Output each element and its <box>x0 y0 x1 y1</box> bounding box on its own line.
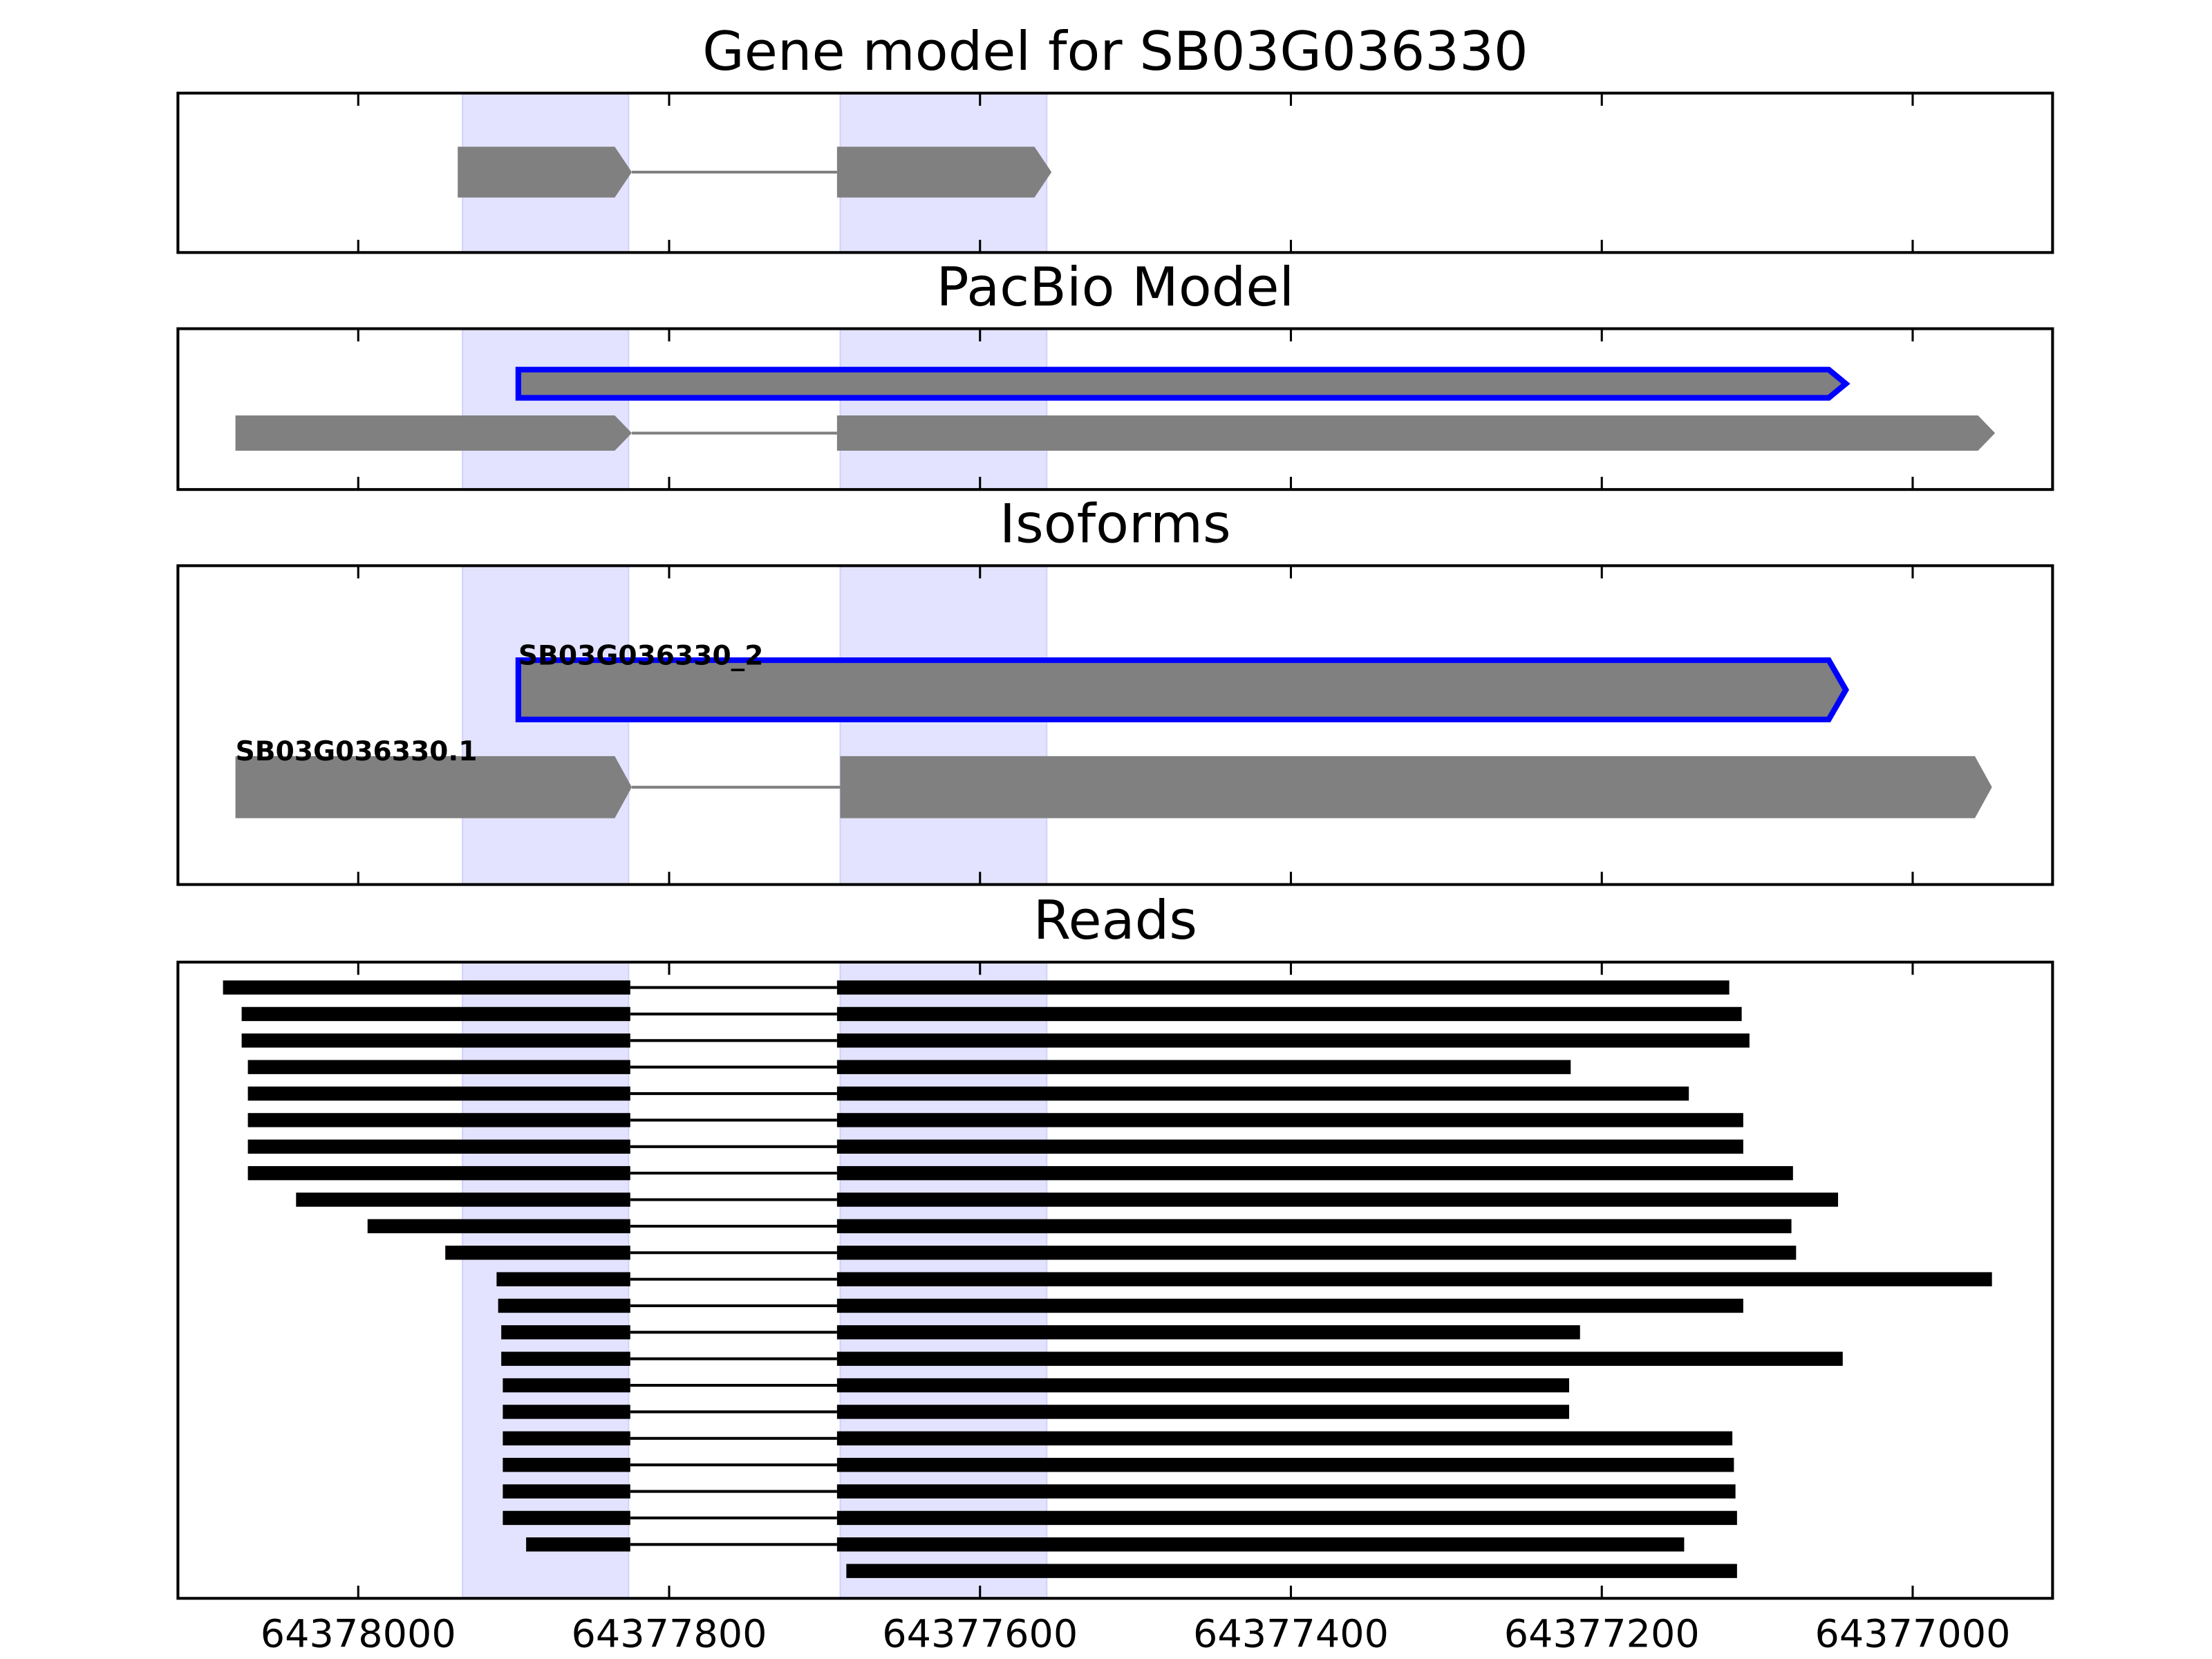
exon-block <box>235 415 632 451</box>
read-block <box>836 980 1730 995</box>
panel-frame <box>176 564 2054 886</box>
read-block <box>501 1351 630 1366</box>
read-block <box>836 1006 1742 1022</box>
exon-shade <box>839 328 1048 491</box>
read-block <box>846 1564 1737 1578</box>
read-block <box>503 1378 630 1393</box>
read-block <box>836 1405 1570 1419</box>
x-tick-label: 64377400 <box>1193 1613 1389 1657</box>
read-block <box>836 1219 1792 1234</box>
x-tick-label: 64377600 <box>882 1613 1078 1657</box>
read-block <box>836 1378 1570 1393</box>
exon-block <box>840 756 1992 818</box>
x-tick-label: 64377200 <box>1504 1613 1700 1657</box>
panel-frame <box>176 327 2054 491</box>
panel-title: Gene model for SB03G036330 <box>702 21 1528 83</box>
read-block <box>836 1113 1743 1127</box>
panel-frame <box>176 960 2054 1600</box>
read-block <box>503 1431 630 1446</box>
panel-title: Isoforms <box>1000 494 1231 556</box>
read-block <box>296 1192 630 1207</box>
read-block <box>836 1325 1580 1340</box>
read-block <box>241 1006 630 1022</box>
read-block <box>836 1537 1685 1552</box>
read-block <box>836 1086 1689 1101</box>
panel-title: Reads <box>1033 890 1197 952</box>
read-block <box>836 1457 1734 1472</box>
exon-shade <box>839 565 1048 885</box>
exon-block <box>235 756 632 818</box>
read-block <box>247 1113 630 1127</box>
read-block <box>247 1086 630 1101</box>
read-block <box>501 1325 630 1340</box>
read-block <box>836 1298 1743 1313</box>
read-block <box>241 1033 630 1048</box>
isoform-label: SB03G036330.1 <box>236 736 478 767</box>
read-block <box>503 1405 630 1419</box>
exon-block <box>458 147 632 198</box>
read-block <box>836 1351 1843 1366</box>
read-block <box>836 1484 1736 1499</box>
read-block <box>526 1537 630 1552</box>
x-tick-label: 64377800 <box>572 1613 767 1657</box>
read-block <box>836 1246 1797 1260</box>
exon-block <box>515 657 1850 722</box>
read-block <box>836 1431 1733 1446</box>
read-block <box>836 1060 1571 1074</box>
exon-shade <box>461 565 630 885</box>
read-block <box>445 1246 630 1260</box>
read-block <box>247 1139 630 1154</box>
read-block <box>503 1510 630 1526</box>
read-block <box>498 1298 630 1313</box>
read-block <box>247 1165 630 1181</box>
read-block <box>836 1510 1737 1526</box>
read-block <box>836 1165 1793 1181</box>
exon-block <box>515 366 1850 401</box>
read-block <box>503 1484 630 1499</box>
x-tick-label: 64378000 <box>261 1613 456 1657</box>
exon-block <box>836 147 1052 198</box>
read-block <box>247 1060 630 1074</box>
exon-block <box>836 415 1996 451</box>
read-block <box>836 1033 1750 1048</box>
panel-frame <box>176 91 2054 254</box>
read-block <box>496 1272 630 1286</box>
panel-title: PacBio Model <box>937 256 1295 319</box>
read-block <box>223 980 630 995</box>
read-block <box>367 1219 630 1234</box>
read-block <box>836 1272 1992 1286</box>
read-block <box>503 1457 630 1472</box>
x-tick-label: 64377000 <box>1815 1613 2011 1657</box>
exon-shade <box>461 328 630 491</box>
read-block <box>836 1192 1839 1207</box>
read-block <box>836 1139 1743 1154</box>
isoform-label: SB03G036330_2 <box>518 641 764 672</box>
